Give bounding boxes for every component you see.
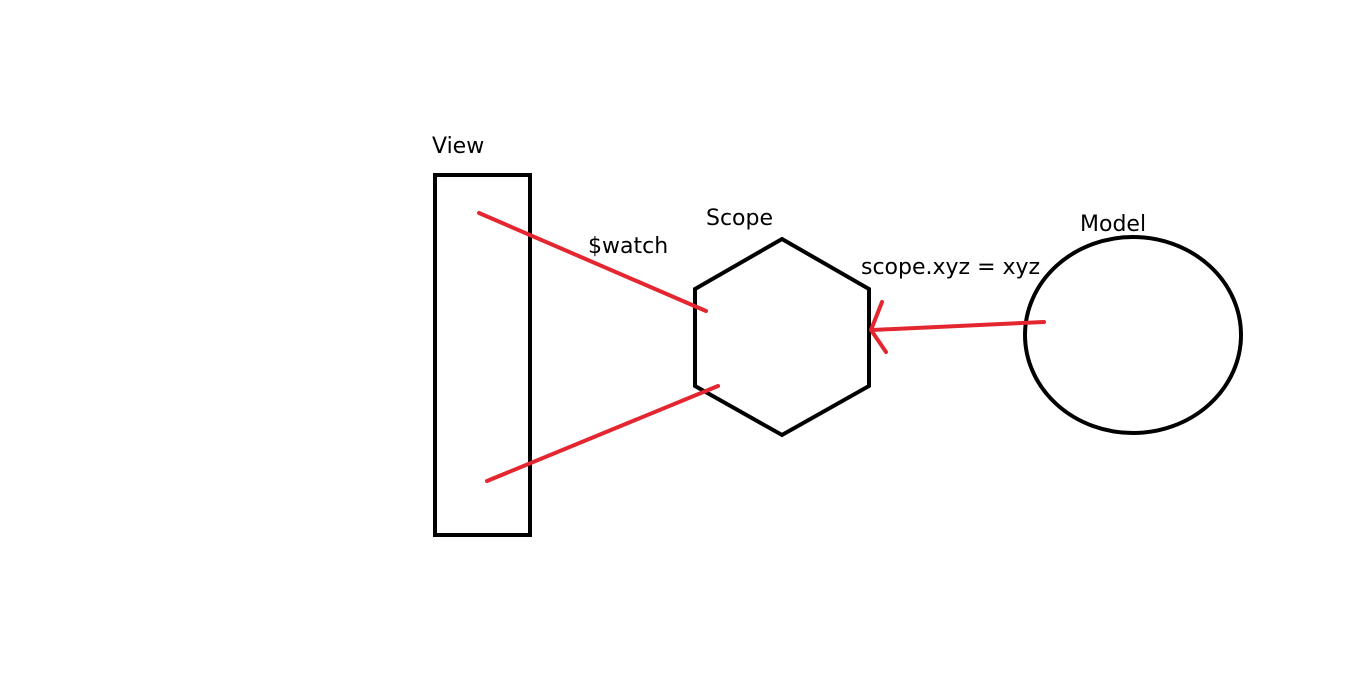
assign-arrow-head (869, 300, 888, 354)
watch-connector-upper (477, 211, 708, 313)
assign-arrow-shaft (870, 320, 1046, 332)
scope-node (693, 236, 871, 438)
model-label: Model (1080, 212, 1147, 237)
view-label: View (432, 134, 485, 159)
scope-label: Scope (706, 206, 774, 231)
watch-label: $watch (588, 234, 669, 259)
model-node (1023, 235, 1243, 435)
view-node (433, 173, 532, 537)
watch-connector-lower (485, 384, 720, 483)
assign-label: scope.xyz = xyz (861, 255, 1041, 280)
